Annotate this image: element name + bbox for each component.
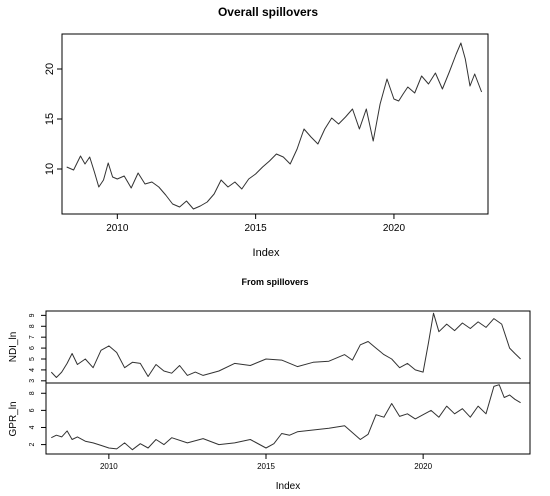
y-tick-label: 3 [29,379,36,383]
y-tick-label: 5 [29,357,36,361]
bottom-x-axis: 2010 2015 2020 [100,454,433,471]
x-tick-label: 2010 [100,462,118,471]
x-tick-label: 2020 [414,462,432,471]
x-tick-label: 2020 [383,223,406,234]
gpr-series-line [51,384,521,451]
x-tick-label: 2015 [257,462,275,471]
ndi-y-axis: 3 4 5 6 7 8 9 [29,313,46,383]
top-chart-title: Overall spillovers [218,5,318,19]
y-tick-label: 10 [44,163,56,175]
y-tick-label: 8 [29,324,36,328]
y-tick-label: 8 [29,391,36,395]
y-tick-label: 4 [29,425,36,429]
x-tick-label: 2010 [106,223,129,234]
top-y-axis: 10 15 20 [44,63,63,175]
y-tick-label: 20 [44,63,56,75]
x-tick-label: 2015 [245,223,268,234]
bottom-chart-title: From spillovers [241,277,308,287]
y-tick-label: 15 [44,113,56,125]
y-tick-label: 9 [29,313,36,317]
y-tick-label: 6 [29,408,36,412]
ndi-y-axis-label: NDI_ln [8,332,19,363]
bottom-x-axis-label: Index [276,481,300,492]
top-x-axis: 2010 2015 2020 [106,214,406,234]
top-series-line [66,42,483,210]
gpr-y-axis-label: GPR_ln [8,401,19,436]
gpr-y-axis: 2 4 6 8 [29,391,46,447]
y-tick-label: 7 [29,335,36,339]
y-tick-label: 4 [29,368,36,372]
ndi-series-line [50,312,521,378]
top-x-axis-label: Index [253,247,280,259]
top-plot-frame [61,33,489,215]
y-tick-label: 6 [29,346,36,350]
y-tick-label: 2 [29,443,36,447]
